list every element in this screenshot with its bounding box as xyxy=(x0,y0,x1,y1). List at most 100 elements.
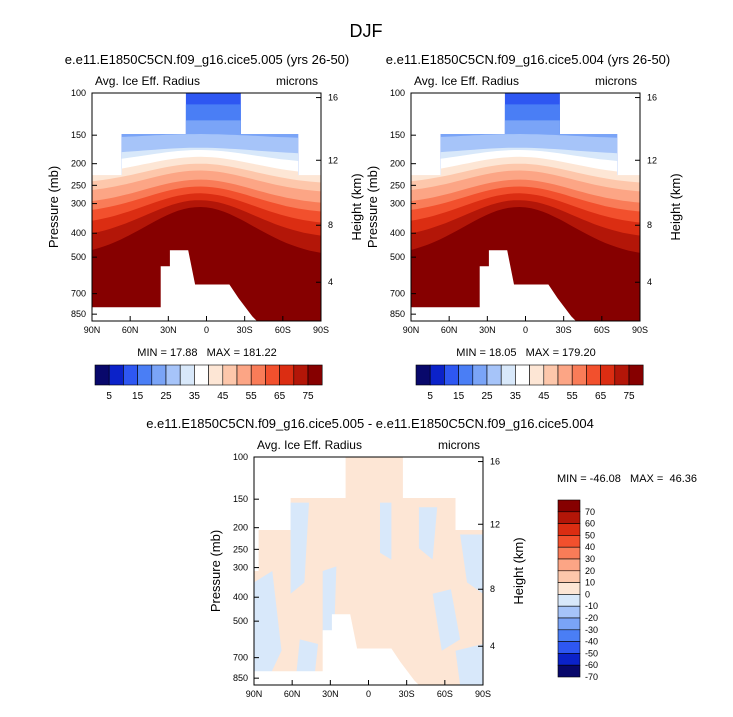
y-tick-label: 400 xyxy=(233,592,248,602)
panel-1-surface-mask xyxy=(92,250,257,321)
colorbar-label: 35 xyxy=(189,391,201,402)
panel-1-y-ticks: 100 150 200 250 300 400 500 700 850 16 12 8 4 xyxy=(71,88,338,319)
colorbar-label: 55 xyxy=(567,391,579,402)
panel-2-units-label: microns xyxy=(595,74,637,88)
y-tick-label: 100 xyxy=(390,88,405,98)
diff-negative-region xyxy=(432,589,461,651)
height-tick-label: 8 xyxy=(647,220,652,230)
contour-bands xyxy=(92,93,321,321)
contour-band xyxy=(411,207,640,321)
height-tick-label: 8 xyxy=(490,584,495,594)
colorbar-label: -50 xyxy=(585,648,598,658)
panel-1-ylabel-left: Pressure (mb) xyxy=(46,166,61,248)
colorbar-cell xyxy=(307,364,323,386)
colorbar-label: -20 xyxy=(585,613,598,623)
panel-2: e.e11.E1850C5CN.f09_g16.cice5.004 (yrs 2… xyxy=(365,52,683,402)
panel-1-title: e.e11.E1850C5CN.f09_g16.cice5.005 (yrs 2… xyxy=(65,52,350,67)
x-tick-label: 60N xyxy=(284,689,301,699)
y-tick-label: 100 xyxy=(71,88,86,98)
colorbar-cell xyxy=(557,499,581,513)
colorbar-cell xyxy=(194,364,209,386)
y-tick-label: 250 xyxy=(71,180,86,190)
y-tick-label: 200 xyxy=(390,159,405,169)
panel-2-title: e.e11.E1850C5CN.f09_g16.cice5.004 (yrs 2… xyxy=(386,52,671,67)
height-tick-label: 16 xyxy=(647,93,657,103)
y-tick-label: 300 xyxy=(71,199,86,209)
x-tick-label: 30N xyxy=(160,325,177,335)
x-tick-label: 90N xyxy=(403,325,420,335)
colorbar-cell xyxy=(415,364,431,386)
colorbar-cell xyxy=(208,364,224,386)
colorbar-cell xyxy=(151,364,167,386)
diff-negative-region xyxy=(418,507,438,560)
x-tick-label: 60S xyxy=(594,325,610,335)
panel-2-contours xyxy=(411,93,640,321)
colorbar-cell xyxy=(543,364,559,386)
colorbar-label: -10 xyxy=(585,601,598,611)
x-tick-label: 0 xyxy=(204,325,209,335)
y-tick-label: 850 xyxy=(233,673,248,683)
panel-1-plot xyxy=(92,93,321,321)
y-tick-label: 150 xyxy=(71,130,86,140)
colorbar-cell xyxy=(486,364,502,386)
x-tick-label: 90N xyxy=(84,325,101,335)
y-tick-label: 400 xyxy=(71,228,86,238)
y-tick-label: 300 xyxy=(390,199,405,209)
y-tick-label: 850 xyxy=(71,309,86,319)
contour-bands xyxy=(411,93,640,321)
x-tick-label: 60S xyxy=(275,325,291,335)
panel-2-ylabel-left: Pressure (mb) xyxy=(365,166,380,248)
colorbar-label: 15 xyxy=(132,391,144,402)
panel-3-ylabel-left: Pressure (mb) xyxy=(208,530,223,612)
panel-3-ylabel-right: Height (km) xyxy=(511,537,526,604)
panel-2-plot xyxy=(411,93,640,321)
colorbar-label: 10 xyxy=(585,578,595,588)
colorbar-cell xyxy=(250,364,266,386)
y-tick-label: 850 xyxy=(390,309,405,319)
x-tick-label: 60S xyxy=(437,689,453,699)
height-tick-label: 4 xyxy=(647,277,652,287)
height-tick-label: 12 xyxy=(647,155,657,165)
colorbar-label: 45 xyxy=(538,391,550,402)
colorbar-label: 65 xyxy=(274,391,286,402)
colorbar-label: 35 xyxy=(510,391,522,402)
colorbar-cell xyxy=(557,582,581,595)
panel-3-units-label: microns xyxy=(438,438,480,452)
panel-2-surface-mask xyxy=(411,250,576,321)
y-tick-label: 500 xyxy=(390,252,405,262)
colorbar-label: -60 xyxy=(585,660,598,670)
colorbar-cell xyxy=(236,364,252,386)
panel-3-x-ticks: 90N 60N 30N 0 30S 60S 90S xyxy=(246,680,491,699)
colorbar-label: 45 xyxy=(217,391,229,402)
x-tick-label: 60N xyxy=(122,325,139,335)
colorbar-cell xyxy=(222,364,238,386)
panel-1-x-ticks: 90N 60N 30N 0 30S 60S 90S xyxy=(84,316,329,335)
panel-2-y-ticks: 100 150 200 250 300 400 500 700 850 16 12 8 4 xyxy=(390,88,657,319)
colorbar-1: 5 15 25 35 45 55 65 75 xyxy=(94,364,323,402)
panel-3-plot xyxy=(254,457,483,685)
y-tick-label: 700 xyxy=(233,653,248,663)
colorbar-label: 5 xyxy=(106,391,112,402)
y-tick-label: 250 xyxy=(390,180,405,190)
panel-2-variable-label: Avg. Ice Eff. Radius xyxy=(414,74,519,88)
colorbar-cell xyxy=(515,364,530,386)
colorbar-label: 40 xyxy=(585,542,595,552)
colorbar-label: 25 xyxy=(160,391,172,402)
colorbar-cell xyxy=(557,605,581,619)
y-tick-label: 100 xyxy=(233,452,248,462)
panel-3-surface-mask xyxy=(254,614,419,685)
colorbar-cell xyxy=(557,641,581,654)
colorbar-label: 75 xyxy=(302,391,314,402)
colorbar-label: 5 xyxy=(427,391,433,402)
y-tick-label: 500 xyxy=(233,616,248,626)
colorbar-cell xyxy=(557,523,581,536)
colorbar-cell xyxy=(179,364,195,386)
x-tick-label: 90S xyxy=(632,325,648,335)
colorbar-cell xyxy=(123,364,138,386)
contour-band xyxy=(92,207,321,321)
y-tick-label: 250 xyxy=(233,544,248,554)
colorbar-cell xyxy=(586,364,601,386)
colorbar-label: 60 xyxy=(585,519,595,529)
